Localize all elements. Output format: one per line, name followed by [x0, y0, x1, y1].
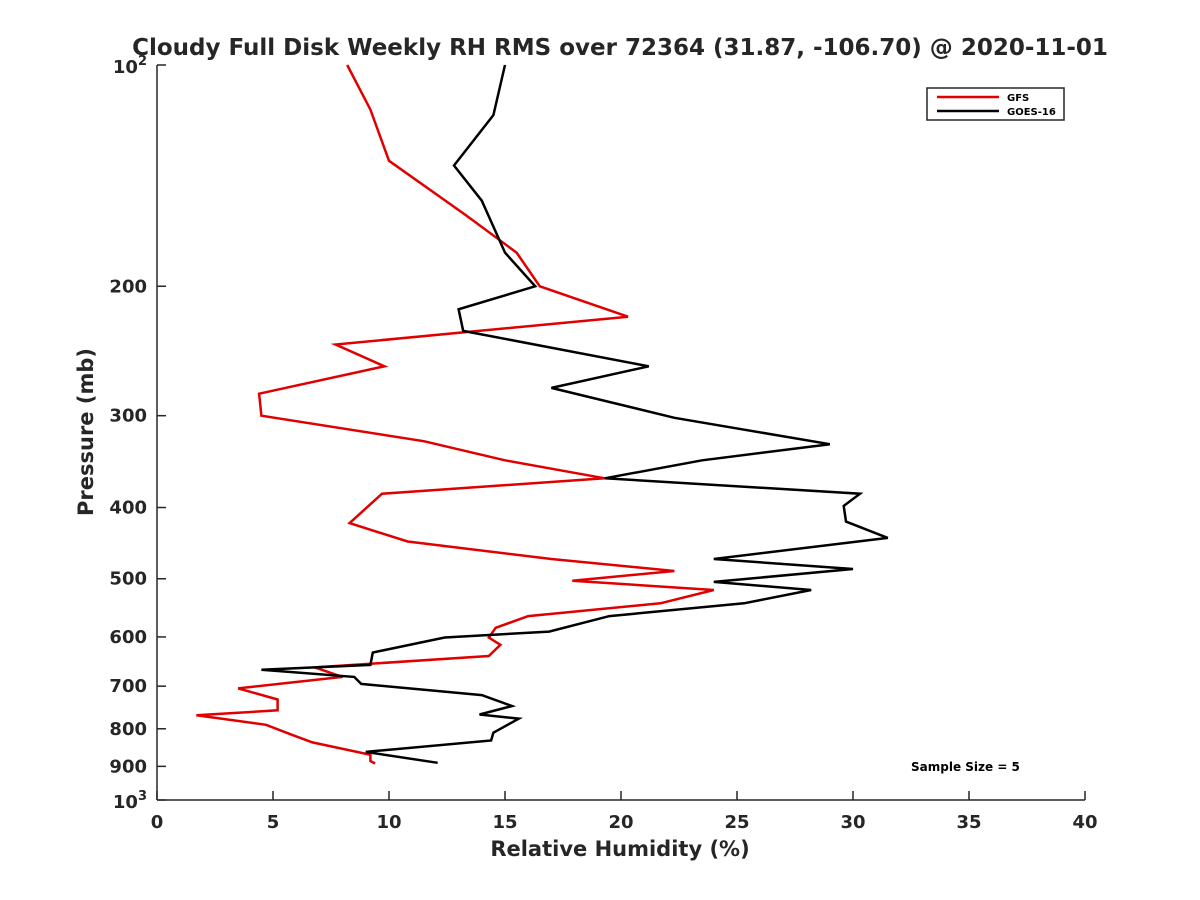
y-tick-label: 700 — [109, 676, 147, 697]
legend-label-gfs: GFS — [1007, 93, 1029, 104]
legend-label-goes-16: GOES-16 — [1007, 107, 1056, 118]
y-tick-label: 800 — [109, 719, 147, 740]
x-tick-label: 20 — [608, 812, 633, 833]
legend-box — [926, 87, 1065, 121]
y-tick-label: 200 — [109, 276, 147, 297]
x-tick-label: 15 — [492, 812, 517, 833]
y-axis-label: Pressure (mb) — [74, 348, 98, 516]
y-tick-label: 102 — [113, 54, 147, 78]
series-line-goes-16 — [261, 64, 889, 765]
x-axis: 0 5 10 15 20 25 30 35 40 — [151, 791, 1098, 833]
x-tick-label: 40 — [1072, 812, 1097, 833]
x-tick-label: 0 — [151, 812, 164, 833]
y-tick-label: 103 — [113, 789, 147, 813]
y-tick-label: 400 — [109, 498, 147, 519]
legend: GFS GOES-16 — [926, 87, 1065, 121]
plot-area — [196, 64, 889, 765]
x-tick-label: 5 — [267, 812, 280, 833]
y-tick-label: 300 — [109, 406, 147, 427]
x-axis-label: Relative Humidity (%) — [490, 837, 749, 861]
x-tick-label: 35 — [956, 812, 981, 833]
x-tick-label: 25 — [724, 812, 749, 833]
plot-frame — [157, 65, 1085, 800]
y-tick-label: 500 — [109, 569, 147, 590]
chart-title: Cloudy Full Disk Weekly RH RMS over 7236… — [132, 35, 1108, 61]
y-tick-label: 900 — [109, 756, 147, 777]
sample-size-annotation: Sample Size = 5 — [911, 760, 1020, 774]
series-line-gfs — [196, 64, 715, 765]
x-tick-label: 30 — [840, 812, 865, 833]
y-tick-label: 600 — [109, 627, 147, 648]
x-tick-label: 10 — [376, 812, 401, 833]
y-axis: 200 300 400 500 600 700 800 900 102 103 — [109, 54, 166, 813]
